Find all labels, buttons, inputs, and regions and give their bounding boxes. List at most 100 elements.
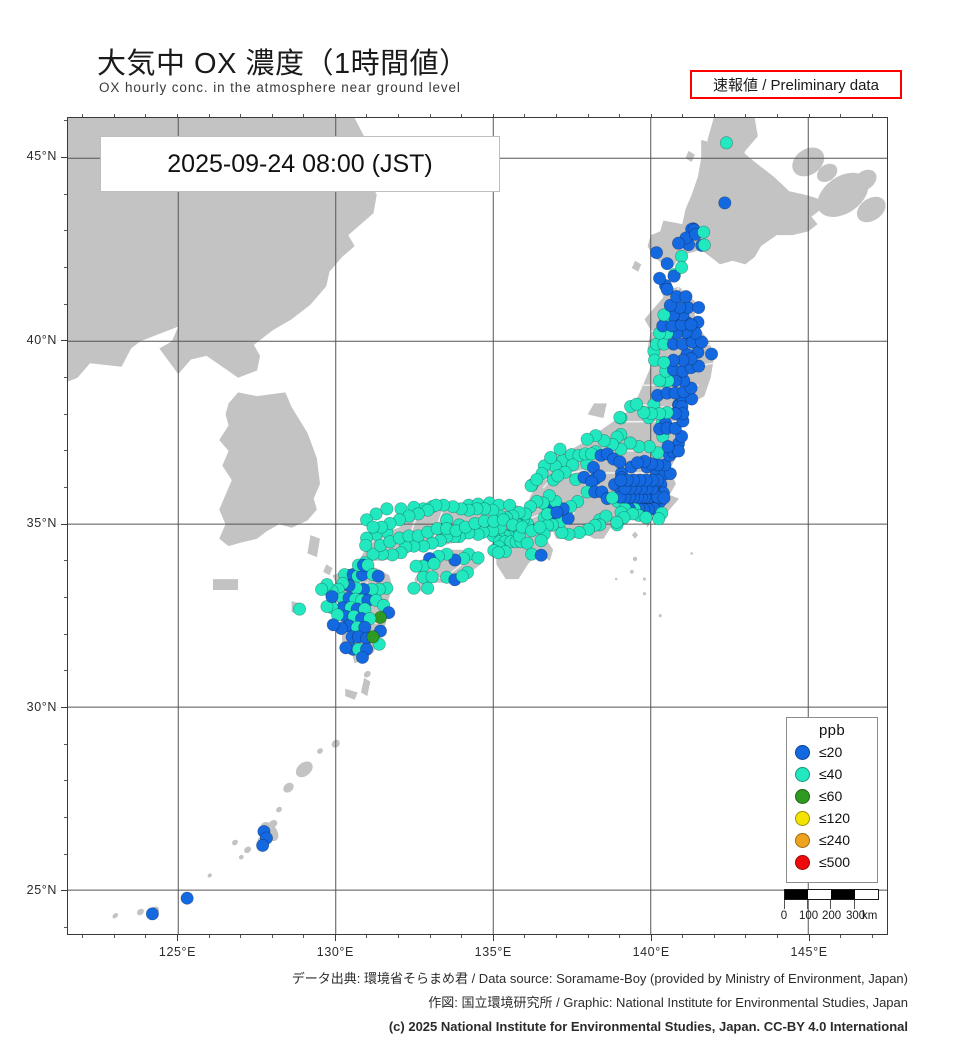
x-tick-minor-147 <box>871 935 873 938</box>
station-marker[interactable] <box>599 509 613 523</box>
station-marker[interactable] <box>697 238 711 252</box>
station-marker[interactable] <box>668 421 682 435</box>
x-tick-top-136 <box>524 114 526 117</box>
station-marker[interactable] <box>630 397 644 411</box>
legend-entry-1[interactable]: ≤40 <box>787 763 877 785</box>
station-marker[interactable] <box>421 581 435 595</box>
station-marker[interactable] <box>427 557 441 571</box>
station-marker[interactable] <box>566 458 580 472</box>
station-marker[interactable] <box>471 551 485 565</box>
legend-entry-0[interactable]: ≤20 <box>787 741 877 763</box>
station-marker[interactable] <box>675 260 689 274</box>
x-tick-major-125 <box>177 935 179 941</box>
station-marker[interactable] <box>613 455 627 469</box>
legend-entry-2[interactable]: ≤60 <box>787 785 877 807</box>
x-axis-label-125: 125°E <box>158 945 197 959</box>
scale-tick-0 <box>784 900 785 909</box>
station-marker[interactable] <box>675 249 689 263</box>
station-marker[interactable] <box>719 136 733 150</box>
x-tick-minor-141 <box>682 935 684 938</box>
legend-entry-3[interactable]: ≤120 <box>787 807 877 829</box>
station-marker[interactable] <box>630 456 645 470</box>
station-marker[interactable] <box>653 374 667 388</box>
y-tick-minor-27 <box>64 817 67 819</box>
legend-entry-label: ≤120 <box>819 810 851 826</box>
x-tick-top-140 <box>650 114 652 117</box>
scale-unit-label: km <box>862 910 878 922</box>
station-marker[interactable] <box>371 569 385 583</box>
station-marker[interactable] <box>256 838 270 852</box>
station-marker[interactable] <box>704 347 719 361</box>
station-marker[interactable] <box>653 271 667 285</box>
x-tick-minor-142 <box>713 935 715 938</box>
x-tick-minor-128 <box>271 935 273 938</box>
station-marker[interactable] <box>679 290 693 304</box>
station-marker[interactable] <box>145 907 159 921</box>
station-marker[interactable] <box>613 410 627 424</box>
station-marker[interactable] <box>533 520 547 534</box>
station-marker[interactable] <box>657 491 671 505</box>
station-marker[interactable] <box>605 491 619 505</box>
station-marker[interactable] <box>610 515 624 529</box>
y-tick-minor-42 <box>64 266 67 268</box>
station-marker[interactable] <box>325 590 339 604</box>
station-marker[interactable] <box>695 335 709 349</box>
station-marker[interactable] <box>491 546 505 560</box>
station-marker[interactable] <box>637 406 651 420</box>
station-marker[interactable] <box>614 473 628 487</box>
station-marker[interactable] <box>407 581 421 595</box>
station-marker[interactable] <box>657 355 671 369</box>
y-tick-minor-38 <box>64 413 67 415</box>
y-tick-minor-28 <box>64 780 67 782</box>
station-marker[interactable] <box>339 641 353 655</box>
station-marker[interactable] <box>369 507 383 521</box>
station-marker[interactable] <box>180 891 194 905</box>
station-marker[interactable] <box>366 520 380 534</box>
station-marker[interactable] <box>553 442 567 456</box>
legend-entry-4[interactable]: ≤240 <box>787 829 877 851</box>
station-marker[interactable] <box>366 630 380 644</box>
scale-seg-2 <box>831 890 855 899</box>
station-marker[interactable] <box>550 505 564 519</box>
station-marker[interactable] <box>380 502 394 516</box>
station-marker[interactable] <box>326 618 340 632</box>
station-marker[interactable] <box>651 446 665 460</box>
station-marker[interactable] <box>534 534 548 548</box>
station-marker[interactable] <box>520 536 534 550</box>
station-marker[interactable] <box>530 472 544 487</box>
legend-swatch-icon <box>795 810 810 826</box>
station-marker[interactable] <box>293 602 307 616</box>
station-marker[interactable] <box>660 257 674 271</box>
station-marker[interactable] <box>455 569 469 583</box>
station-marker[interactable] <box>639 511 653 525</box>
station-marker[interactable] <box>660 282 674 296</box>
station-marker[interactable] <box>580 432 594 446</box>
station-marker[interactable] <box>657 308 671 322</box>
station-marker[interactable] <box>409 559 423 573</box>
station-marker[interactable] <box>534 548 548 562</box>
station-marker[interactable] <box>425 570 439 584</box>
station-marker[interactable] <box>315 582 329 596</box>
station-marker[interactable] <box>718 196 732 210</box>
station-marker[interactable] <box>649 246 663 260</box>
station-marker[interactable] <box>366 547 380 561</box>
station-marker[interactable] <box>355 650 370 664</box>
station-marker[interactable] <box>692 301 706 315</box>
station-marker[interactable] <box>667 269 681 283</box>
station-marker[interactable] <box>663 298 677 312</box>
x-tick-major-140 <box>650 935 652 941</box>
x-tick-major-135 <box>492 935 494 941</box>
station-marker[interactable] <box>684 318 698 332</box>
station-marker[interactable] <box>697 225 711 239</box>
map-plot-area[interactable]: 2025-09-24 08:00 (JST) ppb ≤20 ≤40 ≤60 ≤120… <box>67 117 888 935</box>
legend-entry-5[interactable]: ≤500 <box>787 851 877 873</box>
station-marker[interactable] <box>544 451 558 465</box>
station-marker[interactable] <box>623 436 637 450</box>
station-marker[interactable] <box>652 512 666 526</box>
x-tick-minor-139 <box>619 935 621 938</box>
station-marker[interactable] <box>661 440 675 454</box>
station-marker[interactable] <box>671 236 686 250</box>
station-marker[interactable] <box>359 538 373 552</box>
station-marker[interactable] <box>320 599 334 614</box>
station-marker[interactable] <box>551 469 565 483</box>
